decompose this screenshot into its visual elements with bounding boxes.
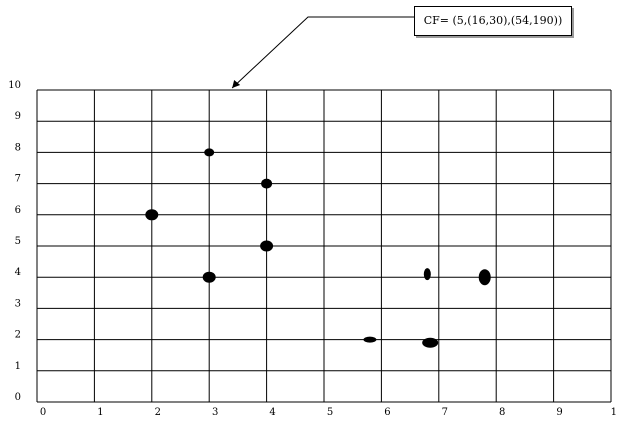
chart-grid bbox=[36, 89, 612, 403]
y-tick-label: 3 bbox=[15, 298, 21, 309]
data-point bbox=[363, 336, 377, 343]
data-point bbox=[261, 178, 273, 189]
x-tick-label: 10 bbox=[611, 407, 617, 418]
data-point bbox=[423, 268, 431, 281]
cluster-feature-callout: CF= (5,(16,30),(54,190)) bbox=[414, 6, 572, 36]
x-tick-label: 7 bbox=[442, 407, 448, 418]
y-tick-label: 7 bbox=[15, 174, 21, 185]
data-point bbox=[478, 269, 491, 286]
annotation-leader-line bbox=[231, 16, 414, 89]
annotation-arrowhead bbox=[232, 80, 241, 88]
y-tick-label: 1 bbox=[15, 361, 21, 372]
y-tick-label: 2 bbox=[15, 330, 21, 341]
data-points bbox=[145, 148, 491, 348]
y-tick-label: 9 bbox=[15, 111, 21, 122]
data-point bbox=[202, 271, 216, 283]
y-tick-label: 0 bbox=[15, 392, 21, 403]
x-axis-ticks: 0 1 2 3 4 5 6 7 8 9 10 bbox=[40, 407, 617, 418]
data-point bbox=[422, 337, 439, 348]
annotation-arrow bbox=[231, 16, 414, 89]
y-tick-label: 6 bbox=[15, 205, 21, 216]
x-tick-label: 3 bbox=[212, 407, 218, 418]
x-tick-label: 4 bbox=[269, 407, 275, 418]
x-tick-label: 0 bbox=[40, 407, 46, 418]
data-point bbox=[260, 240, 274, 252]
x-tick-label: 9 bbox=[556, 407, 562, 418]
y-tick-label: 8 bbox=[15, 142, 21, 153]
x-tick-label: 2 bbox=[155, 407, 161, 418]
x-tick-label: 6 bbox=[384, 407, 390, 418]
y-tick-label: 4 bbox=[15, 267, 21, 278]
data-point bbox=[204, 148, 215, 157]
data-point bbox=[145, 209, 159, 221]
x-tick-label: 1 bbox=[97, 407, 103, 418]
x-tick-label: 5 bbox=[327, 407, 333, 418]
x-tick-label: 8 bbox=[499, 407, 505, 418]
y-tick-label: 5 bbox=[15, 236, 21, 247]
y-tick-label: 10 bbox=[8, 80, 21, 91]
y-axis-ticks: 0 1 2 3 4 5 6 7 8 9 10 bbox=[8, 80, 21, 403]
